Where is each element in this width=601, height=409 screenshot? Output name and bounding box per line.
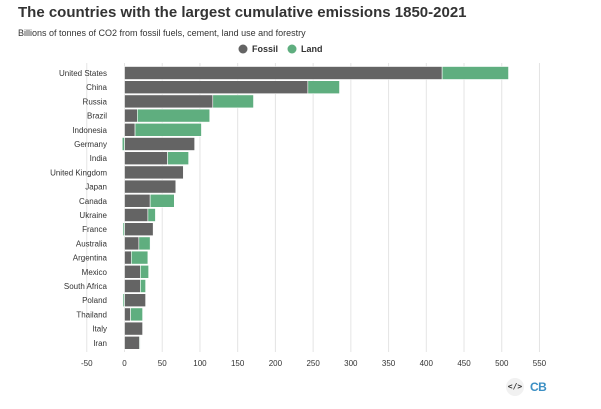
chart-title: The countries with the largest cumulativ… (18, 4, 467, 21)
bar-fossil (124, 208, 149, 222)
bars (121, 66, 509, 350)
bar-land (212, 94, 254, 109)
bar-land (139, 335, 141, 350)
category-label: Brazil (87, 112, 107, 121)
bar-fossil (124, 94, 214, 109)
category-label: Ukraine (79, 211, 107, 220)
x-tick-label: 150 (231, 359, 245, 368)
bar-land (307, 80, 340, 94)
embed-code-icon[interactable]: </> (506, 378, 524, 396)
category-label: Poland (82, 296, 107, 305)
bar-land (140, 264, 149, 279)
bar-fossil (124, 236, 140, 251)
bar-fossil (124, 151, 168, 165)
legend-label-land: Land (301, 44, 323, 54)
bar-fossil (124, 137, 195, 151)
bar-land (130, 250, 149, 265)
category-label: Canada (79, 197, 108, 206)
category-label: Australia (76, 239, 108, 248)
bar-land (140, 279, 146, 293)
x-tick-label: 400 (420, 359, 434, 368)
bar-land (130, 307, 143, 322)
x-tick-label: 300 (344, 359, 358, 368)
bar-land (138, 236, 151, 251)
x-tick-label: 0 (122, 359, 127, 368)
x-tick-label: 350 (382, 359, 396, 368)
bar-fossil (124, 165, 184, 180)
category-label: Japan (85, 183, 107, 192)
category-label: France (82, 225, 107, 234)
x-tick-label: -50 (81, 359, 93, 368)
bar-fossil (124, 179, 177, 194)
bar-land (441, 66, 509, 80)
category-label: Mexico (82, 268, 108, 277)
category-label: Germany (74, 140, 107, 149)
carbon-brief-logo: CB (530, 380, 547, 394)
bar-fossil (124, 108, 138, 123)
category-label: Indonesia (72, 126, 107, 135)
x-axis-tick-labels: -50 0 50 100 150 200 250 300 350 400 450 500 550 (81, 359, 547, 368)
legend-swatch-fossil (238, 44, 248, 54)
bar-fossil (124, 222, 154, 236)
bar-land (122, 222, 125, 236)
bar-land (137, 108, 211, 123)
bar-fossil (124, 335, 140, 350)
x-tick-label: 100 (193, 359, 207, 368)
category-label: Russia (83, 97, 108, 106)
category-label: Italy (92, 325, 107, 334)
bar-fossil (124, 279, 141, 293)
chart-subtitle: Billions of tonnes of CO2 from fossil fu… (18, 28, 306, 38)
bar-fossil (124, 321, 143, 336)
bar-land (122, 293, 125, 308)
bar-land (147, 208, 156, 222)
bar-fossil (124, 80, 309, 94)
bar-fossil (124, 264, 141, 279)
bar-fossil (124, 123, 136, 137)
bar-fossil (124, 307, 131, 322)
category-label: United States (59, 69, 107, 78)
x-tick-label: 500 (495, 359, 509, 368)
x-tick-label: 250 (306, 359, 320, 368)
x-tick-label: 550 (533, 359, 547, 368)
bar-land (121, 137, 125, 151)
bar-land (149, 194, 175, 208)
x-tick-label: 200 (269, 359, 283, 368)
category-label: Iran (93, 339, 107, 348)
category-label: India (90, 154, 108, 163)
bar-land (134, 123, 202, 137)
legend-swatch-land (287, 44, 297, 54)
x-tick-label: 50 (158, 359, 167, 368)
category-label: Argentina (73, 254, 108, 263)
x-tick-label: 450 (457, 359, 471, 368)
bar-fossil (124, 293, 146, 308)
bar-fossil (124, 250, 132, 265)
category-labels: United States China Russia Brazil Indonesia G… (50, 69, 107, 348)
category-label: United Kingdom (50, 168, 107, 177)
bar-land (167, 151, 189, 165)
bar-fossil (124, 194, 151, 208)
category-label: South Africa (64, 282, 108, 291)
legend-label-fossil: Fossil (252, 44, 278, 54)
category-label: China (86, 83, 107, 92)
legend: Fossil Land (238, 44, 323, 54)
category-label: Thailand (76, 310, 107, 319)
bar-fossil (124, 66, 443, 80)
